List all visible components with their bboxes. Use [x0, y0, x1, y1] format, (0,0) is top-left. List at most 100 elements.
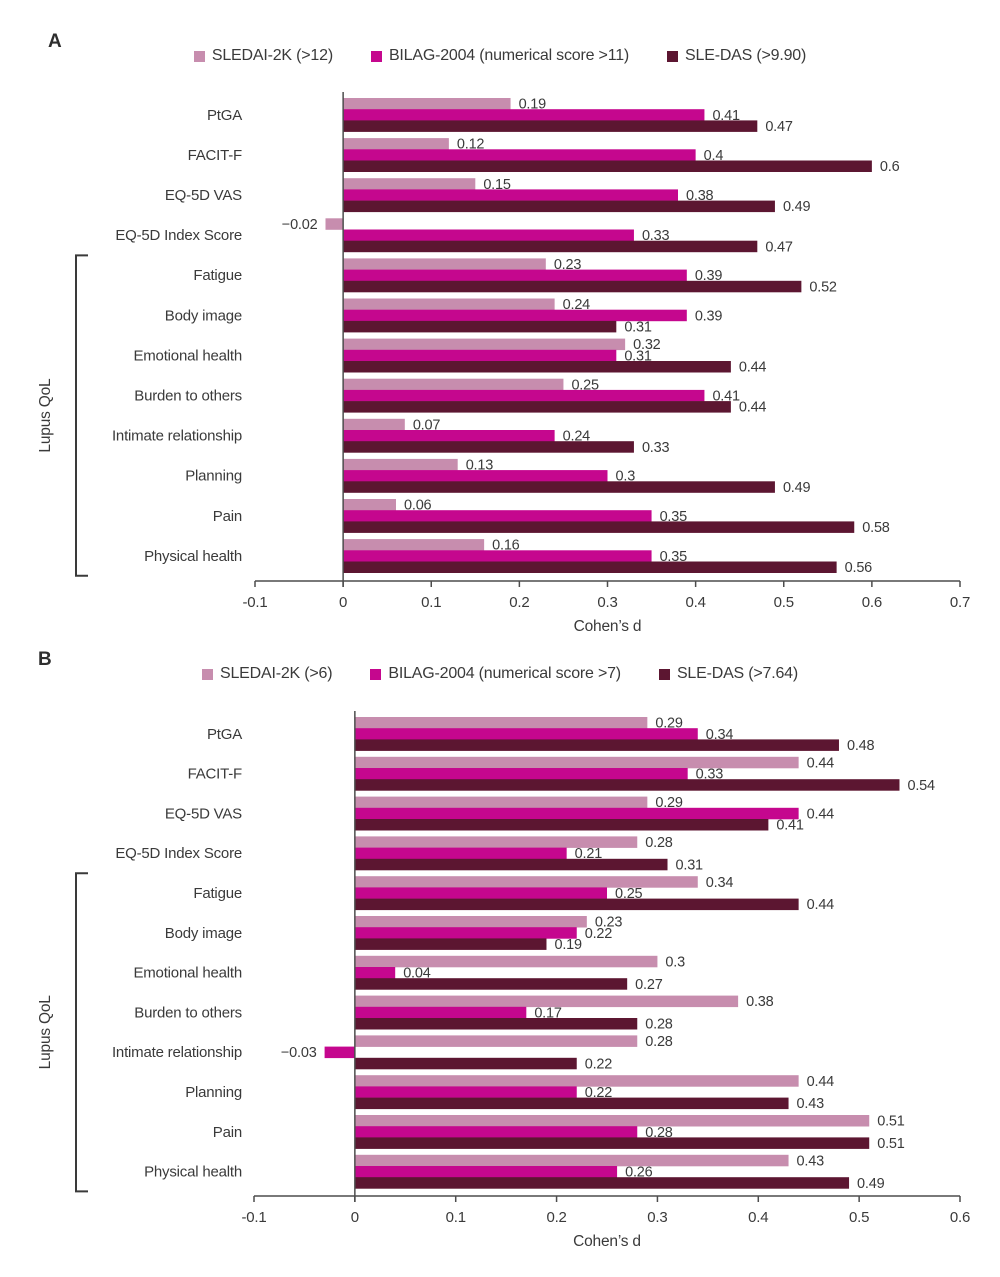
x-tick-label: 0.2: [546, 1209, 566, 1226]
bar: [343, 470, 608, 482]
bar: [343, 258, 546, 270]
bar: [343, 269, 687, 282]
category-label: PtGA: [207, 107, 242, 124]
bar-value-label: 0.47: [765, 119, 793, 135]
bar-value-label: 0.3: [616, 469, 636, 485]
bar-value-label: 0.22: [585, 1056, 613, 1072]
category-label: Physical health: [144, 548, 242, 565]
category-label: Emotional health: [133, 965, 242, 982]
bar-value-label: 0.23: [554, 257, 582, 273]
bar-value-label: 0.25: [615, 886, 643, 902]
bar-value-label: 0.47: [765, 239, 793, 255]
x-axis-title: Cohen’s d: [574, 618, 642, 635]
bar-value-label: 0.16: [492, 538, 520, 554]
lupus-qol-label: Lupus QoL: [37, 378, 54, 453]
x-tick-label: 0.6: [950, 1209, 970, 1226]
bar: [354, 1006, 527, 1019]
bar-value-label: 0.29: [655, 716, 683, 732]
bar: [343, 178, 476, 190]
bar: [343, 539, 485, 551]
bar: [354, 1115, 870, 1127]
bar-value-label: 0.58: [862, 520, 890, 536]
bar-value-label: −0.02: [282, 217, 318, 233]
bar-value-label: 0.15: [483, 177, 511, 193]
lupus-qol-bracket: [75, 254, 88, 577]
bar-value-label: 0.44: [807, 897, 835, 913]
bar-value-label: 0.28: [645, 1017, 673, 1033]
bar-value-label: 0.35: [660, 549, 688, 565]
bar: [354, 887, 607, 899]
x-tick-label: 0.3: [647, 1209, 667, 1226]
legend-panel-a: SLEDAI-2K (>12) BILAG-2004 (numerical sco…: [0, 47, 1000, 65]
bar-value-label: 0.51: [877, 1114, 905, 1130]
bar-value-label: 0.31: [676, 857, 704, 873]
bar: [343, 430, 555, 442]
bar: [343, 561, 837, 573]
bar: [354, 1086, 577, 1098]
bar: [354, 1018, 638, 1030]
legend-swatch-icon: [202, 668, 213, 680]
legend-label: SLEDAI-2K (>12): [211, 47, 333, 64]
bar: [343, 189, 678, 201]
bar-value-label: 0.17: [534, 1005, 562, 1021]
bar-value-label: 0.51: [877, 1136, 905, 1152]
legend-label: SLE-DAS (>9.90): [685, 47, 807, 64]
bar: [343, 521, 855, 533]
panel-b-label: B: [38, 649, 52, 670]
bar: [354, 995, 739, 1008]
bar: [354, 858, 668, 871]
bar: [354, 768, 688, 780]
legend-label: BILAG-2004 (numerical score >7): [388, 665, 621, 682]
bar: [343, 280, 802, 293]
bar-value-label: 0.34: [706, 727, 734, 743]
bar-value-label: 0.44: [807, 806, 835, 822]
category-label: PtGA: [207, 726, 242, 743]
bar-value-label: 0.27: [635, 977, 663, 993]
bar-value-label: 0.33: [642, 228, 670, 244]
bar: [354, 876, 698, 888]
bar-value-label: 0.49: [857, 1176, 885, 1192]
bar: [354, 796, 648, 809]
lupus-qol-label: Lupus QoL: [37, 995, 54, 1070]
bar-value-label: 0.22: [585, 926, 613, 942]
bar-value-label: 0.12: [457, 137, 485, 153]
x-tick-label: 0: [339, 594, 347, 611]
category-label: Planning: [185, 468, 242, 485]
legend-item: BILAG-2004 (numerical score >7): [370, 665, 621, 683]
bar: [354, 728, 698, 740]
bar: [354, 807, 799, 820]
category-label: Intimate relationship: [112, 1044, 242, 1061]
bar-value-label: 0.28: [645, 1125, 673, 1141]
x-tick-label: -0.1: [241, 1209, 266, 1226]
x-tick-label: 0: [351, 1209, 359, 1226]
x-tick-label: 0.1: [421, 594, 441, 611]
category-label: Physical health: [144, 1164, 242, 1181]
bar: [354, 1035, 638, 1047]
bar-value-label: 0.6: [880, 159, 900, 175]
bar: [354, 967, 396, 979]
category-label: EQ-5D VAS: [165, 187, 242, 204]
category-label: Burden to others: [134, 1004, 242, 1021]
bar: [354, 847, 567, 860]
x-tick-label: 0.6: [862, 594, 882, 611]
bar-value-label: 0.25: [571, 377, 599, 393]
bar: [324, 1046, 355, 1059]
legend-item: BILAG-2004 (numerical score >11): [370, 47, 629, 65]
bar: [354, 978, 628, 990]
x-tick-label: 0.2: [509, 594, 529, 611]
bar-value-label: 0.38: [746, 994, 774, 1010]
bar: [343, 120, 758, 132]
legend-item: SLE-DAS (>9.90): [667, 47, 806, 65]
bar: [354, 898, 799, 911]
bar-value-label: 0.3: [665, 954, 685, 970]
category-label: Planning: [185, 1084, 242, 1101]
bar: [354, 1097, 789, 1110]
bar-value-label: 0.44: [807, 755, 835, 771]
bar: [343, 389, 705, 402]
bar-value-label: 0.44: [739, 400, 767, 416]
bar: [343, 499, 396, 511]
x-tick-label: 0.3: [597, 594, 617, 611]
x-tick-label: 0.7: [950, 594, 970, 611]
bar-value-label: 0.21: [575, 846, 603, 862]
